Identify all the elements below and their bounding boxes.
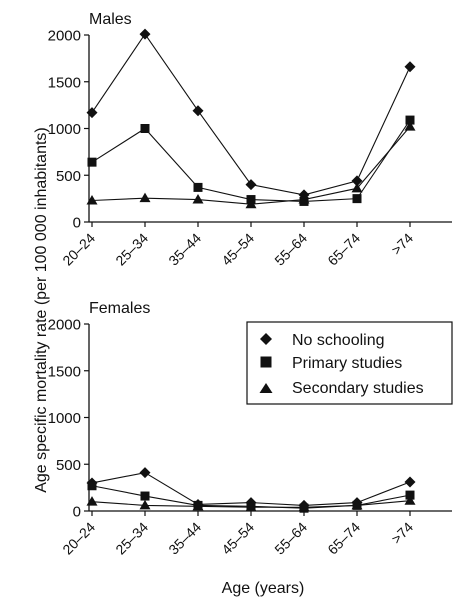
x-tick-label: 35–44 xyxy=(165,230,204,269)
point-primary-studies-males xyxy=(405,115,415,125)
point-primary-studies-females xyxy=(140,491,150,501)
x-tick-label: 25–34 xyxy=(112,519,151,558)
series-line-no-schooling-males xyxy=(91,33,411,196)
point-primary-studies-females xyxy=(405,490,415,500)
point-secondary-studies-females xyxy=(351,499,363,510)
point-primary-studies-males xyxy=(87,157,97,167)
panel-males: Males 0 500 1000 1500 2000 20–24 25–34 35–44 45–… xyxy=(48,11,452,269)
x-tick-label: 65–74 xyxy=(324,519,363,558)
y-axis-label: Age specific mortality rate (per 100 000… xyxy=(33,127,50,493)
y-tick-label: 0 xyxy=(73,215,81,232)
panel-title-males: Males xyxy=(89,11,132,28)
x-tick-label: 45–54 xyxy=(218,230,257,269)
point-secondary-studies-females xyxy=(86,496,98,506)
point-secondary-studies-females xyxy=(404,495,416,505)
point-no-schooling-males xyxy=(245,179,257,191)
point-no-schooling-males xyxy=(86,107,98,119)
x-tick-label: 20–24 xyxy=(59,519,98,558)
point-no-schooling-females xyxy=(139,467,151,479)
point-secondary-studies-males xyxy=(245,198,257,209)
x-tick-label: 20–24 xyxy=(59,230,98,269)
point-no-schooling-males xyxy=(351,175,363,187)
point-primary-studies-males xyxy=(352,194,362,204)
legend-entry-primary-studies: Primary studies xyxy=(292,355,402,372)
y-tick-label: 1000 xyxy=(48,121,81,138)
x-tick-label: 25–34 xyxy=(112,230,151,269)
point-secondary-studies-males xyxy=(139,192,151,203)
point-secondary-studies-males xyxy=(298,194,310,204)
y-tick-label: 500 xyxy=(56,457,81,474)
series-line-secondary-studies-males xyxy=(91,126,411,205)
legend-entry-secondary-studies: Secondary studies xyxy=(292,380,424,397)
legend-box xyxy=(246,321,453,405)
x-tick-label: >74 xyxy=(388,230,416,258)
panel-title-females: Females xyxy=(89,300,150,317)
y-tick-label: 2000 xyxy=(48,28,81,45)
point-primary-studies-males xyxy=(193,182,203,192)
point-primary-studies-males xyxy=(140,124,150,133)
point-secondary-studies-females xyxy=(245,501,257,512)
y-tick-label: 1500 xyxy=(48,74,81,91)
x-tick-label: 55–64 xyxy=(271,519,310,558)
x-tick-label: >74 xyxy=(388,519,416,547)
y-tick-label: 1000 xyxy=(48,410,81,427)
legend-marker-triangle-icon xyxy=(259,383,273,393)
y-tick-label: 0 xyxy=(73,504,81,521)
x-tick-label: 65–74 xyxy=(324,230,363,269)
legend-marker-diamond-icon xyxy=(260,333,272,345)
point-no-schooling-males xyxy=(404,61,416,73)
x-tick-label: 35–44 xyxy=(165,519,204,558)
y-tick-label: 1500 xyxy=(48,363,81,380)
point-no-schooling-females xyxy=(404,476,416,488)
point-secondary-studies-males xyxy=(192,194,204,204)
legend-entry-no-schooling: No schooling xyxy=(292,332,385,349)
x-tick-label: 55–64 xyxy=(271,230,310,269)
y-tick-label: 500 xyxy=(56,168,81,185)
point-secondary-studies-females xyxy=(139,499,151,510)
legend: No schooling Primary studies Secondary s… xyxy=(246,321,453,405)
x-tick-label: 45–54 xyxy=(218,519,257,558)
point-secondary-studies-males xyxy=(351,182,363,193)
point-primary-studies-females xyxy=(87,481,97,491)
point-no-schooling-males xyxy=(139,28,151,40)
point-secondary-studies-females xyxy=(192,500,204,511)
legend-marker-square-icon xyxy=(260,356,272,368)
point-secondary-studies-males xyxy=(86,194,98,205)
x-axis-label: Age (years) xyxy=(222,580,305,597)
point-secondary-studies-females xyxy=(298,501,310,512)
y-tick-label: 2000 xyxy=(48,317,81,334)
point-secondary-studies-males xyxy=(404,121,416,131)
point-no-schooling-males xyxy=(192,105,204,117)
